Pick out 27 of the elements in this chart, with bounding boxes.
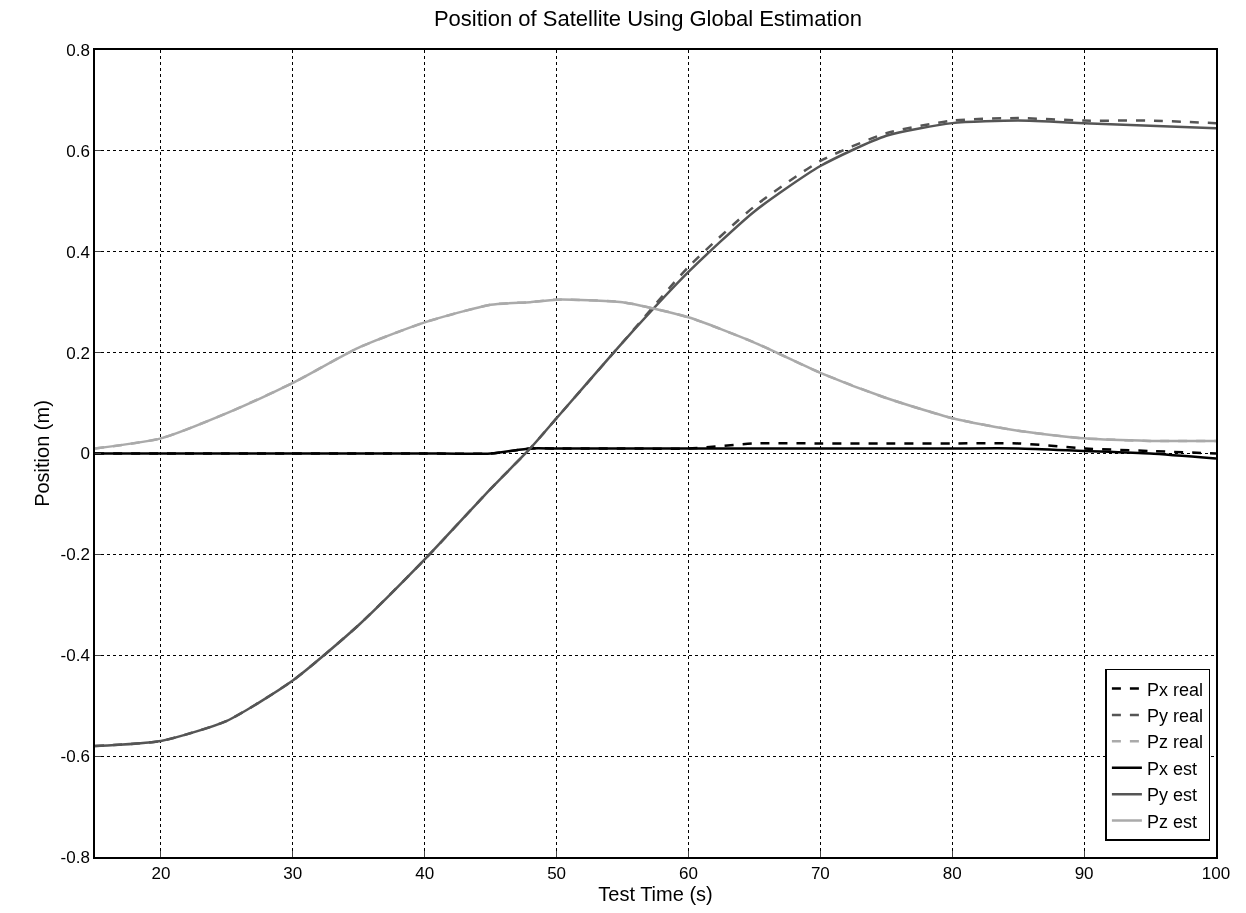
legend-label: Pz real (1146, 732, 1203, 753)
y-tick-label: 0.2 (66, 343, 90, 363)
x-tick-label: 60 (679, 864, 698, 884)
legend-label: Px est (1146, 758, 1197, 779)
y-tick-label: 0.8 (66, 40, 90, 60)
y-tick-label: -0.6 (60, 747, 90, 767)
y-tick-label: 0.6 (66, 141, 90, 161)
x-tick-label: 70 (810, 864, 830, 884)
y-tick-label: -0.8 (60, 847, 90, 867)
legend-label: Py real (1146, 705, 1203, 726)
chart-title: Position of Satellite Using Global Estimation (433, 6, 862, 32)
y-tick-label: 0 (80, 444, 90, 464)
x-tick-label: 20 (151, 864, 171, 884)
x-tick-label: 90 (1074, 864, 1094, 884)
x-axis-title: Test Time (s) (598, 883, 713, 906)
x-tick-label: 30 (283, 864, 303, 884)
x-tick-label: 50 (547, 864, 567, 884)
y-axis-title: Position (m) (30, 400, 53, 507)
legend-label: Py est (1146, 785, 1197, 806)
y-tick-label: -0.2 (60, 545, 90, 565)
x-tick-label: 100 (1201, 864, 1231, 884)
legend-label: Pz est (1146, 811, 1197, 832)
legend-label: Px real (1146, 679, 1203, 700)
x-tick-label: 40 (415, 864, 435, 884)
y-tick-label: 0.4 (66, 242, 90, 262)
x-tick-label: 80 (942, 864, 962, 884)
y-tick-label: -0.4 (60, 646, 90, 666)
